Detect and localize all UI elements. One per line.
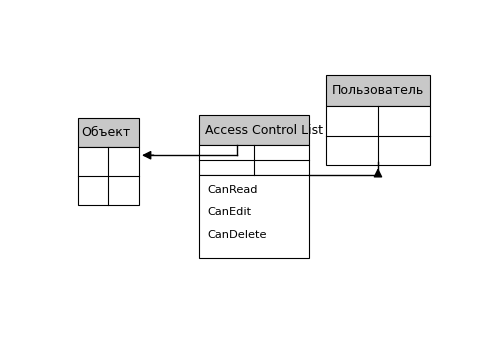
Bar (78, 147, 139, 205)
Bar (199, 175, 309, 258)
Bar (78, 118, 139, 147)
Text: Объект: Объект (81, 126, 131, 139)
Text: Пользователь: Пользователь (332, 84, 424, 97)
Bar (326, 75, 430, 106)
Text: CanRead: CanRead (208, 185, 258, 195)
Bar (326, 106, 430, 165)
Text: CanEdit: CanEdit (208, 207, 252, 217)
Text: CanDelete: CanDelete (208, 229, 267, 239)
Text: Access Control List: Access Control List (205, 123, 324, 137)
Bar (199, 145, 309, 175)
Bar (199, 115, 309, 145)
